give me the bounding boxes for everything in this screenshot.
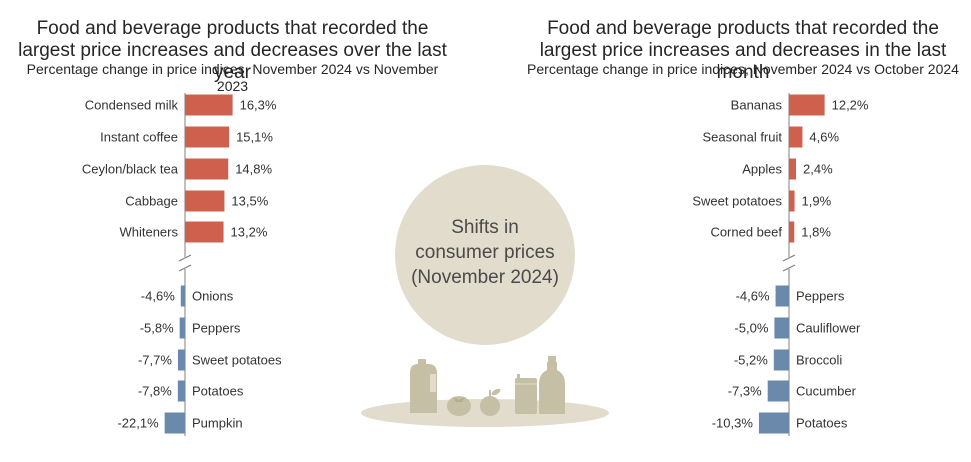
month-bar-sweet-potatoes (789, 190, 795, 212)
month-value-label: -5,2% (734, 353, 768, 368)
month-bar-bananas (789, 94, 825, 116)
month-category-label: Apples (742, 162, 782, 177)
month-category-label: Cucumber (796, 384, 857, 399)
right-chart-subtitle: Percentage change in price indices, Nove… (527, 61, 959, 77)
year-value-label: 15,1% (236, 130, 273, 145)
month-category-label: Potatoes (796, 416, 848, 431)
year-axis-break-mark (178, 254, 192, 262)
month-value-label: 4,6% (809, 130, 839, 145)
circle-line-2: consumer prices (415, 242, 554, 263)
month-bar-apples (789, 158, 797, 180)
year-axis-break-mark (178, 264, 192, 272)
month-value-label: -7,3% (728, 384, 762, 399)
month-bar-corned-beef (789, 221, 795, 243)
month-category-label: Broccoli (796, 353, 842, 368)
month-value-label: 12,2% (832, 98, 869, 113)
month-value-label: 2,4% (803, 162, 833, 177)
month-bar-cucumber (767, 380, 789, 402)
year-category-label: Ceylon/black tea (82, 162, 179, 177)
tomato-icon (447, 396, 471, 416)
year-value-label: 13,5% (231, 194, 268, 209)
year-value-label: 14,8% (235, 162, 272, 177)
month-bar-potatoes (758, 412, 789, 434)
year-bar-cabbage (185, 190, 225, 212)
month-category-label: Sweet potatoes (692, 194, 782, 209)
year-category-label: Peppers (192, 321, 241, 336)
month-category-label: Cauliflower (796, 321, 861, 336)
apple-icon (480, 388, 501, 416)
left-chart-subtitle: Percentage change in price indices, Nove… (26, 61, 439, 94)
month-category-label: Corned beef (710, 225, 782, 240)
month-bar-broccoli (773, 349, 789, 371)
month-value-label: -5,0% (734, 321, 768, 336)
year-bar-instant-coffee (185, 126, 230, 148)
circle-line-3: (November 2024) (411, 267, 559, 288)
month-value-label: 1,8% (801, 225, 831, 240)
month-axis-break-mark (782, 264, 796, 272)
year-category-label: Pumpkin (192, 416, 243, 431)
center-circle (395, 165, 575, 345)
year-bar-pumpkin (164, 412, 185, 434)
year-category-label: Whiteners (119, 225, 178, 240)
right-chart-title: Food and beverage products that recorded… (539, 18, 947, 83)
center-illustration: Shifts in consumer prices (November 2024… (361, 165, 609, 427)
month-bar-peppers (775, 285, 789, 307)
year-value-label: -7,7% (138, 353, 172, 368)
left-chart-title: Food and beverage products that recorded… (18, 18, 447, 83)
right-chart: Bananas 12,2% Seasonal fruit 4,6% Apples 2,4%… (692, 93, 869, 436)
year-value-label: 13,2% (231, 225, 268, 240)
year-bar-condensed-milk (185, 94, 233, 116)
can-icon (515, 374, 537, 414)
milk-jug-icon (410, 359, 437, 413)
month-value-label: -10,3% (712, 416, 754, 431)
circle-line-1: Shifts in (451, 217, 519, 238)
year-value-label: -7,8% (138, 384, 172, 399)
year-bar-sweet-potatoes (177, 349, 185, 371)
year-value-label: 16,3% (240, 98, 277, 113)
month-bar-seasonal-fruit (789, 126, 803, 148)
year-bar-ceylon-black-tea (185, 158, 229, 180)
year-value-label: -5,8% (140, 321, 174, 336)
year-category-label: Sweet potatoes (192, 353, 282, 368)
year-category-label: Condensed milk (85, 98, 179, 113)
year-bar-peppers (179, 317, 185, 339)
year-bar-whiteners (185, 221, 224, 243)
year-value-label: -4,6% (141, 289, 175, 304)
month-bar-cauliflower (774, 317, 789, 339)
year-category-label: Instant coffee (100, 130, 178, 145)
year-bar-onions (180, 285, 185, 307)
bottle-icon (539, 356, 565, 414)
year-category-label: Onions (192, 289, 234, 304)
month-axis-break-mark (782, 254, 796, 262)
month-value-label: 1,9% (802, 194, 832, 209)
left-chart: Condensed milk 16,3% Instant coffee 15,1% Ce… (82, 93, 282, 436)
month-category-label: Seasonal fruit (703, 130, 783, 145)
year-category-label: Cabbage (125, 194, 178, 209)
year-bar-potatoes (177, 380, 185, 402)
month-value-label: -4,6% (736, 289, 770, 304)
year-value-label: -22,1% (117, 416, 159, 431)
month-category-label: Peppers (796, 289, 845, 304)
month-category-label: Bananas (731, 98, 783, 113)
year-category-label: Potatoes (192, 384, 244, 399)
